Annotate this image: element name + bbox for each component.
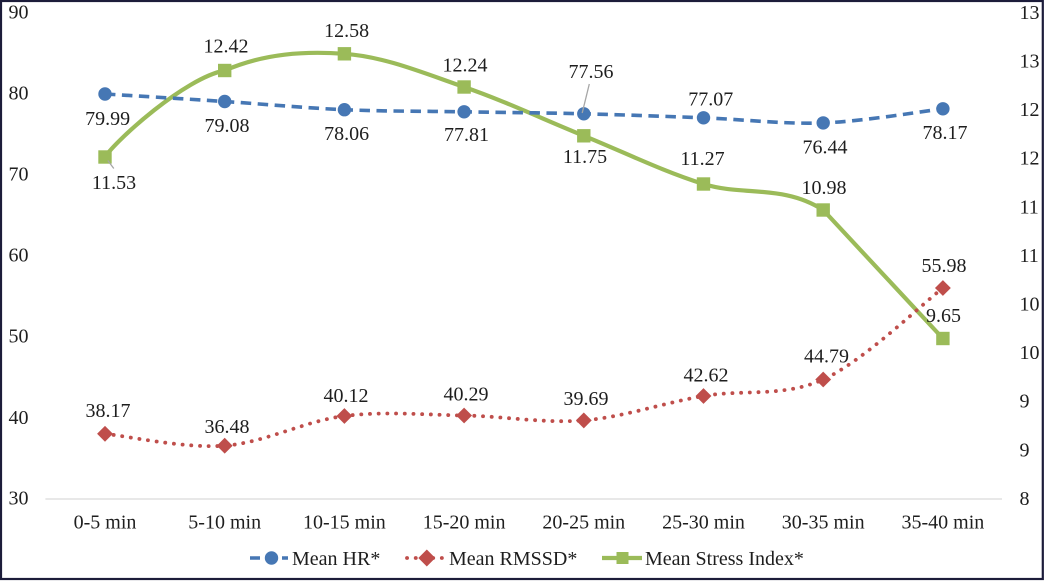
svg-text:12.24: 12.24 <box>443 54 488 76</box>
svg-text:77.07: 77.07 <box>688 88 733 110</box>
svg-text:10: 10 <box>1020 294 1040 316</box>
svg-text:11.53: 11.53 <box>92 172 136 194</box>
svg-text:9: 9 <box>1020 391 1030 413</box>
svg-text:40.12: 40.12 <box>324 385 369 407</box>
svg-text:40.29: 40.29 <box>444 384 489 406</box>
svg-text:10: 10 <box>1020 342 1040 364</box>
svg-text:40: 40 <box>9 407 29 429</box>
svg-text:42.62: 42.62 <box>684 365 729 387</box>
svg-text:80: 80 <box>9 82 29 104</box>
svg-text:79.08: 79.08 <box>205 115 250 137</box>
svg-text:0-5 min: 0-5 min <box>74 512 137 534</box>
svg-text:55.98: 55.98 <box>922 255 967 277</box>
svg-text:Mean HR*: Mean HR* <box>292 548 380 570</box>
svg-text:60: 60 <box>9 245 29 267</box>
svg-text:10-15 min: 10-15 min <box>303 512 386 534</box>
svg-text:10.98: 10.98 <box>802 177 847 199</box>
svg-text:Mean RMSSD*: Mean RMSSD* <box>449 548 577 570</box>
svg-text:36.48: 36.48 <box>205 416 250 438</box>
svg-text:78.17: 78.17 <box>923 122 968 144</box>
svg-text:25-30 min: 25-30 min <box>662 512 745 534</box>
svg-text:Mean Stress Index*: Mean Stress Index* <box>645 548 804 570</box>
svg-text:13: 13 <box>1020 2 1040 24</box>
svg-text:11.75: 11.75 <box>563 146 607 168</box>
svg-text:15-20 min: 15-20 min <box>423 512 506 534</box>
svg-text:38.17: 38.17 <box>86 400 131 422</box>
svg-text:77.81: 77.81 <box>444 124 489 146</box>
svg-text:20-25 min: 20-25 min <box>542 512 625 534</box>
svg-text:90: 90 <box>9 1 29 23</box>
svg-text:78.06: 78.06 <box>324 123 369 145</box>
svg-text:9: 9 <box>1020 439 1030 461</box>
svg-text:30: 30 <box>9 488 29 510</box>
svg-text:12: 12 <box>1020 99 1040 121</box>
svg-text:12: 12 <box>1020 148 1040 170</box>
svg-text:9.65: 9.65 <box>926 305 961 327</box>
svg-text:44.79: 44.79 <box>804 345 849 367</box>
svg-text:8: 8 <box>1020 488 1030 510</box>
svg-text:79.99: 79.99 <box>85 108 130 130</box>
svg-text:12.58: 12.58 <box>324 20 369 42</box>
svg-text:39.69: 39.69 <box>564 388 609 410</box>
svg-text:76.44: 76.44 <box>803 136 848 158</box>
svg-text:11: 11 <box>1020 245 1039 267</box>
svg-text:11: 11 <box>1020 196 1039 218</box>
svg-text:13: 13 <box>1020 51 1040 73</box>
svg-text:70: 70 <box>9 164 29 186</box>
svg-text:5-10 min: 5-10 min <box>188 512 261 534</box>
svg-text:11.27: 11.27 <box>680 148 724 170</box>
svg-text:35-40 min: 35-40 min <box>902 512 985 534</box>
svg-text:12.42: 12.42 <box>204 35 249 57</box>
svg-text:30-35 min: 30-35 min <box>782 512 865 534</box>
svg-text:77.56: 77.56 <box>569 61 614 83</box>
svg-text:50: 50 <box>9 326 29 348</box>
